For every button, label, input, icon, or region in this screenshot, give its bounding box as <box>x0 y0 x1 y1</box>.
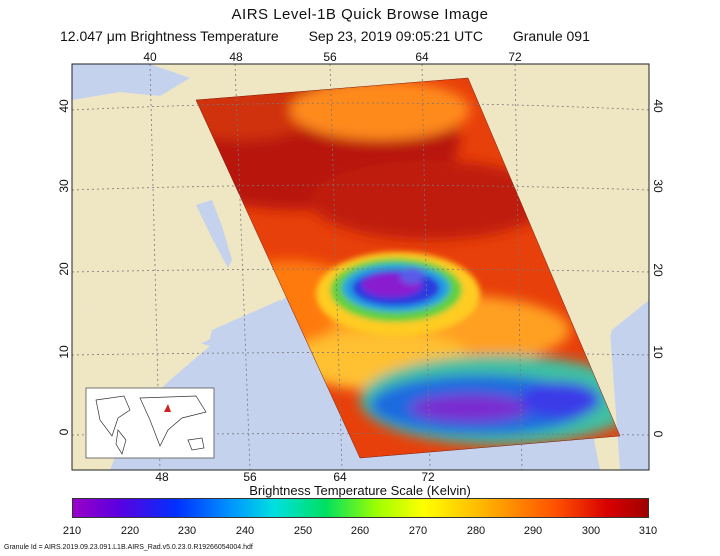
colorbar-tick: 290 <box>523 525 543 537</box>
colorbar-tick: 280 <box>466 525 486 537</box>
lat-label-right: 10 <box>651 345 665 359</box>
colorbar-tick: 210 <box>62 525 82 537</box>
bay-of-bengal <box>610 300 649 470</box>
colorbar-tick: 240 <box>235 525 255 537</box>
lon-label-top: 72 <box>508 50 522 64</box>
map-frame <box>71 63 650 471</box>
timestamp-label: Sep 23, 2019 09:05:21 UTC <box>308 28 483 44</box>
lon-label-bottom: 72 <box>421 470 435 484</box>
lat-label-left: 40 <box>57 99 71 113</box>
lat-label-right: 0 <box>651 430 665 438</box>
lon-label-top: 48 <box>229 50 243 64</box>
lat-label-right: 20 <box>651 263 665 277</box>
lat-label-right: 30 <box>651 179 665 193</box>
lat-label-left: 0 <box>57 428 71 436</box>
red-sea <box>196 200 232 268</box>
colorbar-tick: 270 <box>408 525 428 537</box>
map-title: AIRS Level-1B Quick Browse Image <box>231 6 489 23</box>
inset-world-map <box>85 387 215 459</box>
swath-outline <box>195 77 621 459</box>
lon-label-bottom: 56 <box>243 470 257 484</box>
lat-label-left: 10 <box>57 345 71 359</box>
lon-label-bottom: 48 <box>155 470 169 484</box>
india-peninsula <box>540 230 649 400</box>
colorbar-tick: 260 <box>350 525 370 537</box>
colorbar-tick: 300 <box>581 525 601 537</box>
lon-label-top: 64 <box>415 50 429 64</box>
lat-label-left: 20 <box>57 262 71 276</box>
lon-label-top: 40 <box>143 50 157 64</box>
colorbar-tick: 310 <box>638 525 658 537</box>
granule-id-footer: Granule Id = AIRS.2019.09.23.091.L1B.AIR… <box>4 544 253 551</box>
map-subtitle: 12.047 μm Brightness Temperature Sep 23,… <box>60 28 616 44</box>
lon-label-bottom: 64 <box>333 470 347 484</box>
colorbar-tick: 250 <box>293 525 313 537</box>
lat-label-left: 30 <box>57 179 71 193</box>
granule-label: Granule 091 <box>512 28 590 44</box>
inset-location-arrow-icon <box>164 404 171 412</box>
colorbar-title: Brightness Temperature Scale (Kelvin) <box>249 483 471 498</box>
colorbar <box>72 498 649 518</box>
mediterranean-sea <box>72 64 190 100</box>
colorbar-tick: 220 <box>120 525 140 537</box>
colorbar-tick: 230 <box>177 525 197 537</box>
lat-label-right: 40 <box>651 99 665 113</box>
lon-label-top: 56 <box>323 50 337 64</box>
channel-label: 12.047 μm Brightness Temperature <box>60 28 279 44</box>
cyclone-system <box>316 252 480 336</box>
